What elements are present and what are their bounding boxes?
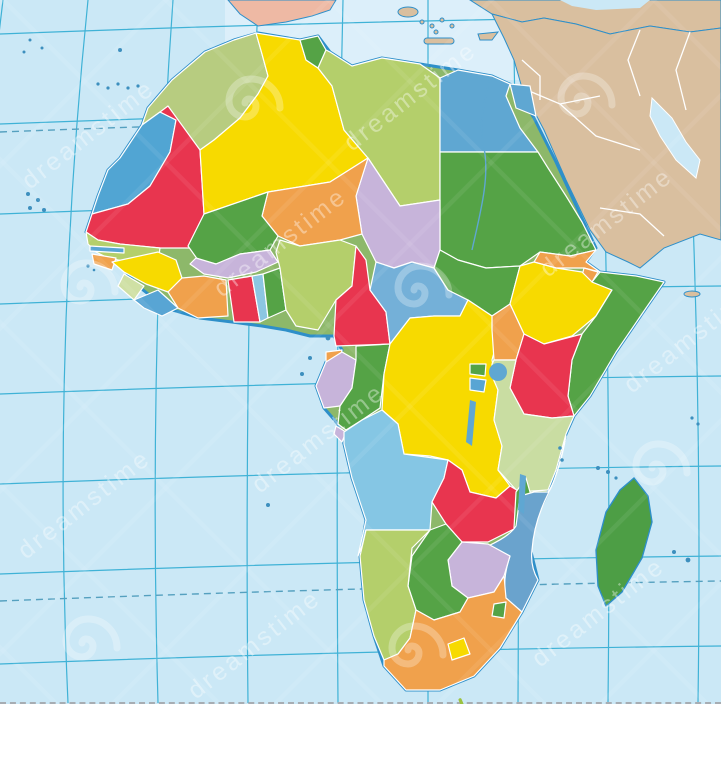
watermark-layer: dreamstime dreamstime dreamstime dreamst…	[0, 0, 721, 705]
footer-bar: Download from Dreamstime.com This waterm…	[0, 704, 721, 764]
africa-political-map: dreamstime dreamstime dreamstime dreamst…	[0, 0, 721, 705]
cut-line	[0, 702, 721, 704]
